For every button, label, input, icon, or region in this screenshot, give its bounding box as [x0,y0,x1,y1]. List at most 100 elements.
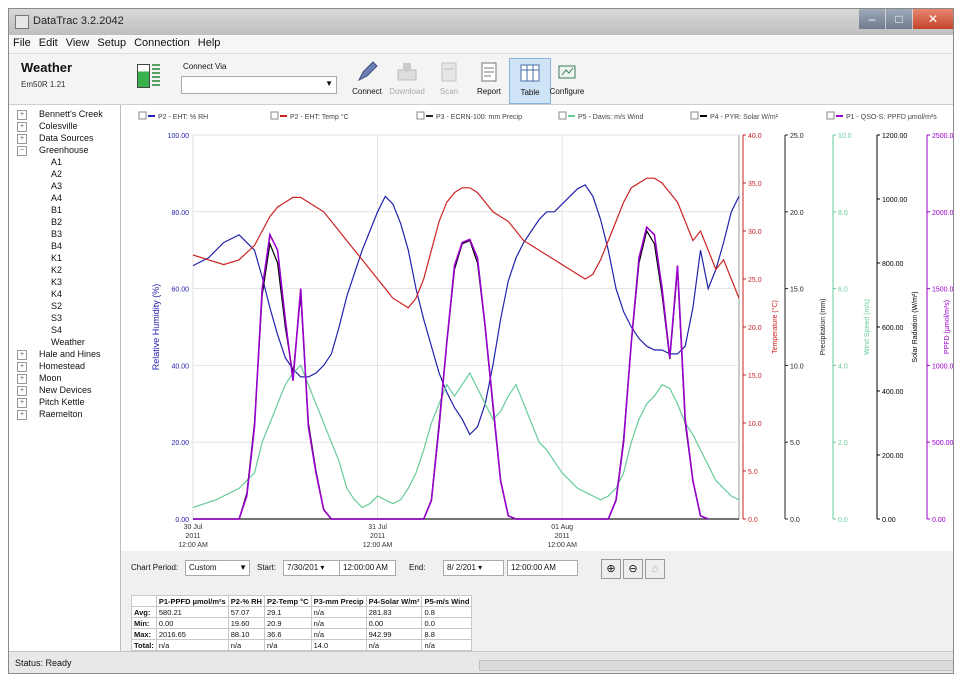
data-point-wind [438,403,440,405]
tree-child-s3[interactable]: S3 [51,313,63,323]
tree-item-2[interactable]: Data Sources [39,133,94,143]
data-point-rh [208,257,210,259]
ppfd-tick-label: 2000.00 [932,210,953,217]
data-point-wind [454,395,456,397]
chart-pane: P2 - EHT: % RH P2 - EHT: Temp °C P3 - ECRN… [121,105,953,551]
expand-toggle-icon[interactable]: − [17,146,27,156]
download-button[interactable]: Download [387,58,427,102]
tree-child-a3[interactable]: A3 [51,181,63,191]
tree-child-k3[interactable]: K3 [51,277,63,287]
chart-period-select[interactable]: Custom ▼ [185,560,250,576]
data-point-rh [569,196,571,198]
data-point-rh [500,319,502,321]
data-point-wind [631,441,633,443]
expand-toggle-icon[interactable]: + [17,398,27,408]
data-point-wind [554,461,556,463]
end-date-picker[interactable]: 8/ 2/201 ▾ [443,560,504,576]
tree-child-k2[interactable]: K2 [51,265,63,275]
tree-child-a1[interactable]: A1 [51,157,63,167]
tree-item-1[interactable]: Colesville [39,121,78,131]
scan-button-label: Scan [439,87,459,96]
tree-child-k1[interactable]: K1 [51,253,63,263]
expand-toggle-icon[interactable]: + [17,386,27,396]
menu-connection[interactable]: Connection [134,37,190,49]
tree-item-bottom-2[interactable]: Moon [39,373,62,383]
connect-button[interactable]: Connect [347,58,387,102]
tree-child-b1[interactable]: B1 [51,205,63,215]
chevron-down-icon: ▼ [239,563,247,572]
tree-child-b3[interactable]: B3 [51,229,63,239]
tree-item-0[interactable]: Bennett's Creek [39,109,103,119]
table-cell: 2016.65 [155,628,229,640]
configure-button[interactable]: Configure [547,58,587,102]
end-time-field[interactable]: 12:00:00 AM [507,560,578,576]
start-time-field[interactable]: 12:00:00 AM [339,560,396,576]
data-point-rh [454,407,456,409]
data-point-rh [707,288,709,290]
app-window: DataTrac 3.2.2042 – □ ✕ File Edit View Setu… [8,8,954,674]
tree-item-bottom-4[interactable]: Pitch Kettle [39,397,85,407]
tree-child-b2[interactable]: B2 [51,217,63,227]
tree-child-s4[interactable]: S4 [51,325,63,335]
tree-child-a4[interactable]: A4 [51,193,63,203]
legend-label: P5 - Davis: m/s Wind [578,114,643,121]
tree-item-bottom-3[interactable]: New Devices [39,385,92,395]
tree-item-bottom-0[interactable]: Hale and Hines [39,349,101,359]
menu-help[interactable]: Help [197,37,221,49]
expand-toggle-icon[interactable]: + [17,134,27,144]
tree-child-s2[interactable]: S2 [51,301,63,311]
menu-file[interactable]: File [13,37,31,49]
temp-tick-label: 10.0 [748,421,762,428]
data-chart[interactable]: P2 - EHT: % RH P2 - EHT: Temp °C P3 - ECRN… [121,105,953,551]
table-button[interactable]: Table [509,58,551,104]
tree-child-b4[interactable]: B4 [51,241,63,251]
data-point-temp [561,264,563,266]
tree-item-bottom-5[interactable]: Raemelton [39,409,83,419]
expand-toggle-icon[interactable]: + [17,110,27,120]
legend-label: P2 - EHT: % RH [158,114,208,121]
data-point-ppfd [238,518,240,520]
legend-label: P2 - EHT: Temp °C [290,113,349,121]
maximize-button[interactable]: □ [886,9,912,29]
expand-toggle-icon[interactable]: + [17,410,27,420]
menu-setup[interactable]: Setup [97,37,127,49]
expand-toggle-icon[interactable]: + [17,350,27,360]
menu-edit[interactable]: Edit [38,37,58,49]
data-point-rh [554,211,556,213]
scan-button[interactable]: Scan [429,58,469,102]
data-point-temp [692,240,694,242]
data-point-temp [554,259,556,261]
tree-child-weather[interactable]: Weather [51,337,85,347]
expand-toggle-icon[interactable]: + [17,122,27,132]
zoom-in-icon[interactable]: ⊕ [601,559,621,579]
report-button[interactable]: Report [469,58,509,102]
x-tick-label: 2011 [185,533,200,540]
menu-view[interactable]: View [65,37,90,49]
data-point-ppfd [331,518,333,520]
tree-item-3[interactable]: Greenhouse [39,145,89,155]
table-row: Min: 0.00 19.60 20.9 n/a 0.00 0.0 [131,617,473,629]
data-point-precip [738,518,740,520]
zoom-out-icon[interactable]: ⊖ [623,559,643,579]
menu-bar: File Edit View Setup Connection Help [9,35,953,54]
data-point-temp [223,264,225,266]
close-button[interactable]: ✕ [913,9,953,29]
data-point-temp [508,221,510,223]
table-cell: n/a [310,617,367,629]
data-point-temp [638,182,640,184]
chart-period-bar: Chart Period: Custom ▼ Start: 7/30/201 ▾ … [121,557,953,581]
expand-toggle-icon[interactable]: + [17,362,27,372]
tree-child-k4[interactable]: K4 [51,289,63,299]
tree-child-a2[interactable]: A2 [51,169,63,179]
reset-zoom-icon[interactable]: ⌂ [645,559,665,579]
start-date-picker[interactable]: 7/30/201 ▾ [283,560,340,576]
horizontal-scrollbar[interactable] [479,660,953,671]
pencil-icon [357,61,378,82]
connect-via-select[interactable]: ▼ [181,76,337,94]
minimize-button[interactable]: – [859,9,885,29]
tree-item-bottom-1[interactable]: Homestead [39,361,86,371]
table-button-label: Table [520,88,540,97]
data-point-temp [208,259,210,261]
expand-toggle-icon[interactable]: + [17,374,27,384]
data-point-wind [700,449,702,451]
